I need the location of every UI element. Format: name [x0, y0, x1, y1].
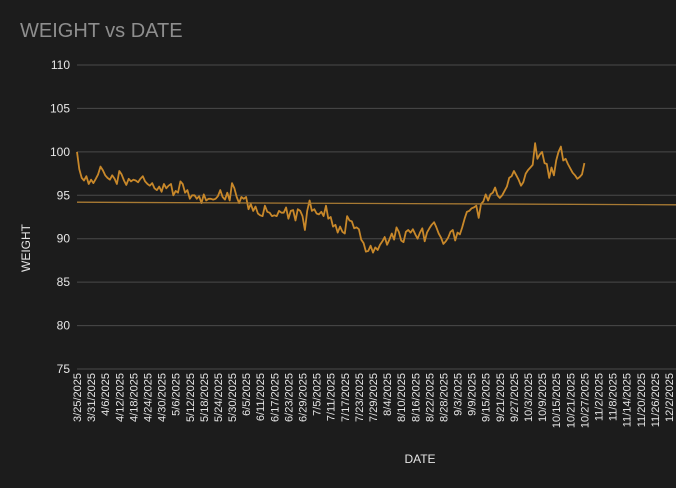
x-tick-label: 9/21/2025	[495, 373, 507, 422]
x-axis-label: DATE	[404, 452, 435, 466]
x-tick-label: 10/21/2025	[565, 373, 577, 428]
x-tick-label: 6/17/2025	[269, 373, 281, 422]
chart-title: WEIGHT vs DATE	[20, 20, 183, 42]
x-tick-label: 9/9/2025	[467, 373, 479, 416]
y-tick-label: 100	[50, 145, 70, 159]
x-tick-label: 6/29/2025	[298, 373, 310, 422]
y-tick-label: 80	[57, 319, 71, 333]
y-tick-label: 90	[57, 232, 71, 246]
x-tick-label: 10/15/2025	[551, 373, 563, 428]
series-line	[76, 142, 586, 254]
x-tick-label: 5/24/2025	[213, 373, 225, 422]
x-tick-label: 8/10/2025	[396, 373, 408, 422]
x-tick-label: 6/23/2025	[283, 373, 295, 422]
x-tick-label: 3/25/2025	[72, 373, 84, 422]
x-tick-label: 11/20/2025	[636, 373, 648, 427]
y-tick-label: 105	[50, 101, 70, 115]
x-tick-label: 7/17/2025	[340, 373, 352, 422]
x-tick-label: 6/11/2025	[255, 373, 267, 421]
x-tick-label: 7/11/2025	[326, 373, 338, 421]
x-tick-label: 8/4/2025	[382, 373, 394, 416]
x-tick-label: 11/8/2025	[608, 373, 620, 421]
x-tick-label: 10/3/2025	[523, 373, 535, 422]
x-tick-label: 6/5/2025	[241, 373, 253, 416]
x-tick-label: 5/12/2025	[185, 373, 197, 422]
y-tick-label: 95	[57, 188, 71, 202]
x-tick-label: 11/14/2025	[622, 373, 634, 427]
x-tick-label: 8/28/2025	[438, 373, 450, 422]
x-tick-label: 4/18/2025	[128, 373, 140, 422]
x-tick-label: 4/12/2025	[114, 373, 126, 422]
y-tick-label: 110	[51, 58, 70, 72]
x-tick-label: 5/6/2025	[171, 373, 183, 416]
x-tick-label: 9/15/2025	[481, 373, 493, 422]
x-tick-label: 7/29/2025	[368, 373, 380, 422]
x-tick-label: 4/6/2025	[100, 373, 112, 416]
y-tick-labels: 110 105 100 95 90 85 80 75	[50, 58, 70, 376]
x-tick-label: 10/9/2025	[537, 373, 549, 422]
x-tick-label: 12/2/2025	[664, 373, 676, 422]
x-tick-label: 8/22/2025	[424, 373, 436, 422]
x-tick-label: 11/2/2025	[593, 373, 605, 421]
x-tick-label: 9/3/2025	[453, 373, 465, 416]
grid-lines	[77, 64, 676, 370]
series-lines	[76, 142, 676, 254]
y-axis-label: WEIGHT	[19, 223, 33, 272]
x-tick-label: 5/18/2025	[199, 373, 211, 422]
x-tick-label: 3/31/2025	[86, 373, 98, 422]
x-tick-labels: 3/25/2025 3/31/2025 4/6/2025 4/12/2025 4/18/…	[72, 373, 676, 428]
x-tick-label: 10/27/2025	[579, 373, 591, 428]
y-tick-label: 75	[57, 362, 71, 376]
x-tick-label: 11/26/2025	[650, 373, 662, 427]
y-tick-label: 85	[57, 275, 71, 289]
x-tick-label: 7/5/2025	[312, 373, 324, 416]
x-tick-label: 7/23/2025	[354, 373, 366, 422]
x-tick-label: 5/30/2025	[227, 373, 239, 422]
x-tick-label: 4/24/2025	[142, 373, 154, 422]
x-tick-label: 4/30/2025	[157, 373, 169, 422]
x-tick-label: 9/27/2025	[509, 373, 521, 422]
x-tick-label: 8/16/2025	[410, 373, 422, 422]
trend-line	[76, 201, 676, 206]
